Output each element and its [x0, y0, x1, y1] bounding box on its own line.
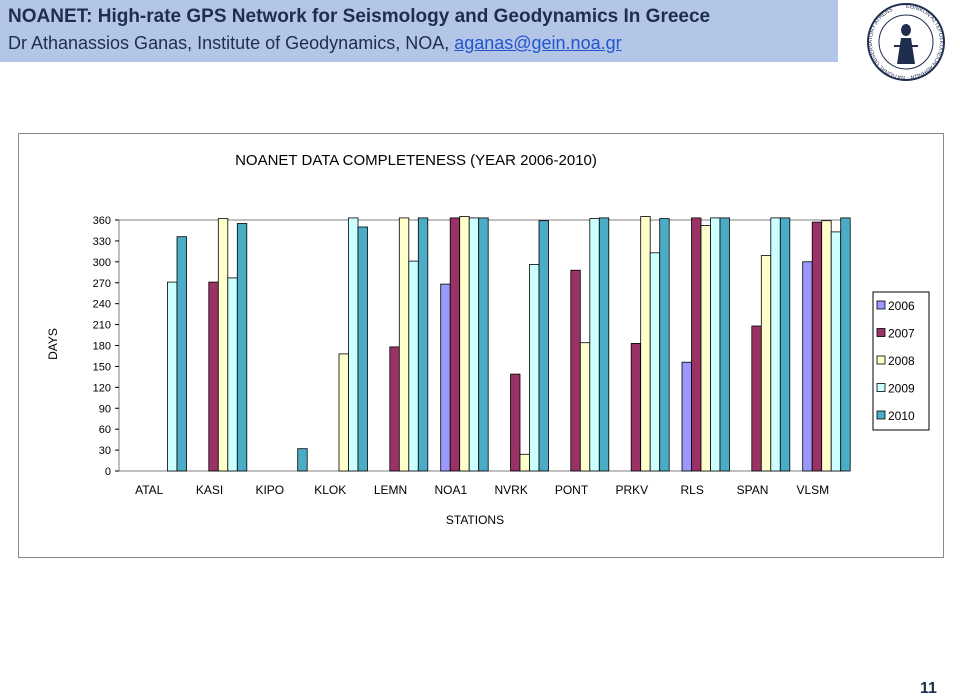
- bar-noa1-2008: [459, 216, 470, 472]
- bar-prkv-2009: [649, 252, 661, 472]
- bar-span-2008: [760, 255, 772, 472]
- bar-kasi-2008: [217, 218, 229, 472]
- bar-lemn-2007: [389, 346, 400, 472]
- bar-vlsm-2008: [821, 220, 832, 472]
- legend-label-2010: 2010: [888, 409, 915, 423]
- x-tick-label: NOA1: [434, 483, 467, 497]
- y-tick-label: 30: [99, 445, 111, 457]
- y-tick-label: 210: [93, 320, 111, 332]
- observatory-logo-icon: ΕΘΝΙΚΟΝ ΑΣΤΕΡΟΣΚΟΠΕΙΟΝ ΑΘΗΝΩΝ · NATIONAL…: [867, 3, 945, 81]
- bar-vlsm-2006: [802, 261, 813, 472]
- bar-kasi-2010: [236, 223, 248, 472]
- x-tick-label: RLS: [681, 483, 704, 497]
- x-tick-label: KASI: [196, 483, 223, 497]
- bar-vlsm-2007: [811, 221, 823, 472]
- bar-nvrk-2007: [510, 373, 521, 472]
- bar-klok-2009: [348, 217, 359, 472]
- chart-panel: NOANET DATA COMPLETENESS (YEAR 2006-2010…: [18, 133, 944, 558]
- bar-rls-2008: [700, 225, 711, 472]
- bar-noa1-2007: [449, 217, 461, 472]
- legend-swatch-2007: [876, 328, 886, 337]
- header-banner: NOANET: High-rate GPS Network for Seismo…: [0, 0, 838, 62]
- x-tick-label: NVRK: [495, 483, 528, 497]
- bar-nvrk-2010: [538, 220, 549, 472]
- bar-noa1-2009: [468, 217, 480, 472]
- bar-kasi-2009: [227, 277, 238, 472]
- bar-rls-2006: [681, 361, 692, 472]
- chart-title: NOANET DATA COMPLETENESS (YEAR 2006-2010…: [235, 152, 597, 169]
- y-tick-label: 180: [93, 341, 111, 353]
- x-tick-label: PONT: [555, 483, 589, 497]
- bar-klok-2010: [357, 226, 368, 472]
- bar-rls-2007: [691, 217, 702, 472]
- bar-pont-2008: [579, 342, 591, 472]
- legend-swatch-2008: [876, 355, 886, 365]
- y-tick-label: 0: [105, 466, 111, 478]
- x-axis-label: STATIONS: [446, 513, 504, 527]
- y-axis-label: DAYS: [46, 328, 60, 360]
- bar-pont-2010: [598, 217, 610, 472]
- y-tick-label: 150: [93, 361, 111, 373]
- legend-label-2009: 2009: [888, 382, 915, 396]
- legend-swatch-2006: [876, 300, 886, 310]
- bar-noa1-2010: [478, 217, 489, 472]
- bar-klok-2008: [338, 353, 349, 472]
- bar-prkv-2007: [630, 342, 642, 472]
- bar-atal-2010: [176, 236, 187, 472]
- y-tick-label: 360: [93, 215, 111, 227]
- legend-label-2007: 2007: [888, 327, 915, 341]
- x-tick-label: VLSM: [796, 483, 829, 497]
- y-tick-label: 240: [93, 299, 111, 311]
- y-tick-label: 60: [99, 424, 111, 436]
- bar-vlsm-2009: [830, 231, 842, 472]
- bar-lemn-2008: [398, 217, 410, 472]
- bar-kasi-2007: [208, 281, 219, 472]
- x-tick-label: SPAN: [737, 483, 769, 497]
- author-text: Dr Athanassios Ganas, Institute of Geody…: [8, 33, 455, 53]
- bar-atal-2009: [167, 281, 178, 472]
- bar-span-2009: [770, 217, 781, 472]
- bar-vlsm-2010: [840, 217, 851, 472]
- bar-span-2007: [751, 325, 762, 472]
- bar-kipo-2010: [297, 448, 308, 472]
- y-tick-label: 300: [93, 257, 111, 269]
- bar-nvrk-2009: [529, 264, 540, 472]
- page-number: 11: [920, 680, 937, 697]
- bar-pont-2009: [589, 218, 600, 472]
- y-tick-label: 90: [99, 403, 111, 415]
- x-tick-label: KIPO: [255, 483, 284, 497]
- bar-span-2010: [779, 217, 791, 472]
- bar-lemn-2010: [417, 217, 429, 472]
- presentation-title: NOANET: High-rate GPS Network for Seismo…: [8, 6, 711, 27]
- x-tick-label: KLOK: [314, 483, 346, 497]
- legend-label-2006: 2006: [888, 299, 915, 313]
- bar-prkv-2010: [659, 218, 670, 472]
- legend: 2006 2007 2008 2009 2010: [872, 291, 930, 431]
- bar-prkv-2008: [640, 216, 651, 472]
- author-email-link[interactable]: aganas@gein.noa.gr: [454, 33, 622, 53]
- x-tick-label: ATAL: [135, 483, 164, 497]
- legend-label-2008: 2008: [888, 354, 915, 368]
- bar-noa1-2006: [440, 283, 451, 472]
- completeness-chart: NOANET DATA COMPLETENESS (YEAR 2006-2010…: [46, 152, 930, 527]
- legend-swatch-2009: [876, 383, 886, 392]
- legend-swatch-2010: [876, 410, 886, 420]
- bar-lemn-2009: [408, 260, 419, 472]
- bar-pont-2007: [570, 269, 581, 472]
- author-line: Dr Athanassios Ganas, Institute of Geody…: [8, 33, 622, 54]
- bar-rls-2010: [719, 217, 730, 472]
- x-tick-label: LEMN: [374, 483, 407, 497]
- x-tick-label: PRKV: [615, 483, 648, 497]
- bar-rls-2009: [710, 217, 721, 472]
- bar-nvrk-2008: [519, 453, 530, 472]
- y-tick-label: 270: [93, 278, 111, 290]
- y-tick-label: 120: [93, 382, 111, 394]
- y-tick-label: 330: [93, 236, 111, 248]
